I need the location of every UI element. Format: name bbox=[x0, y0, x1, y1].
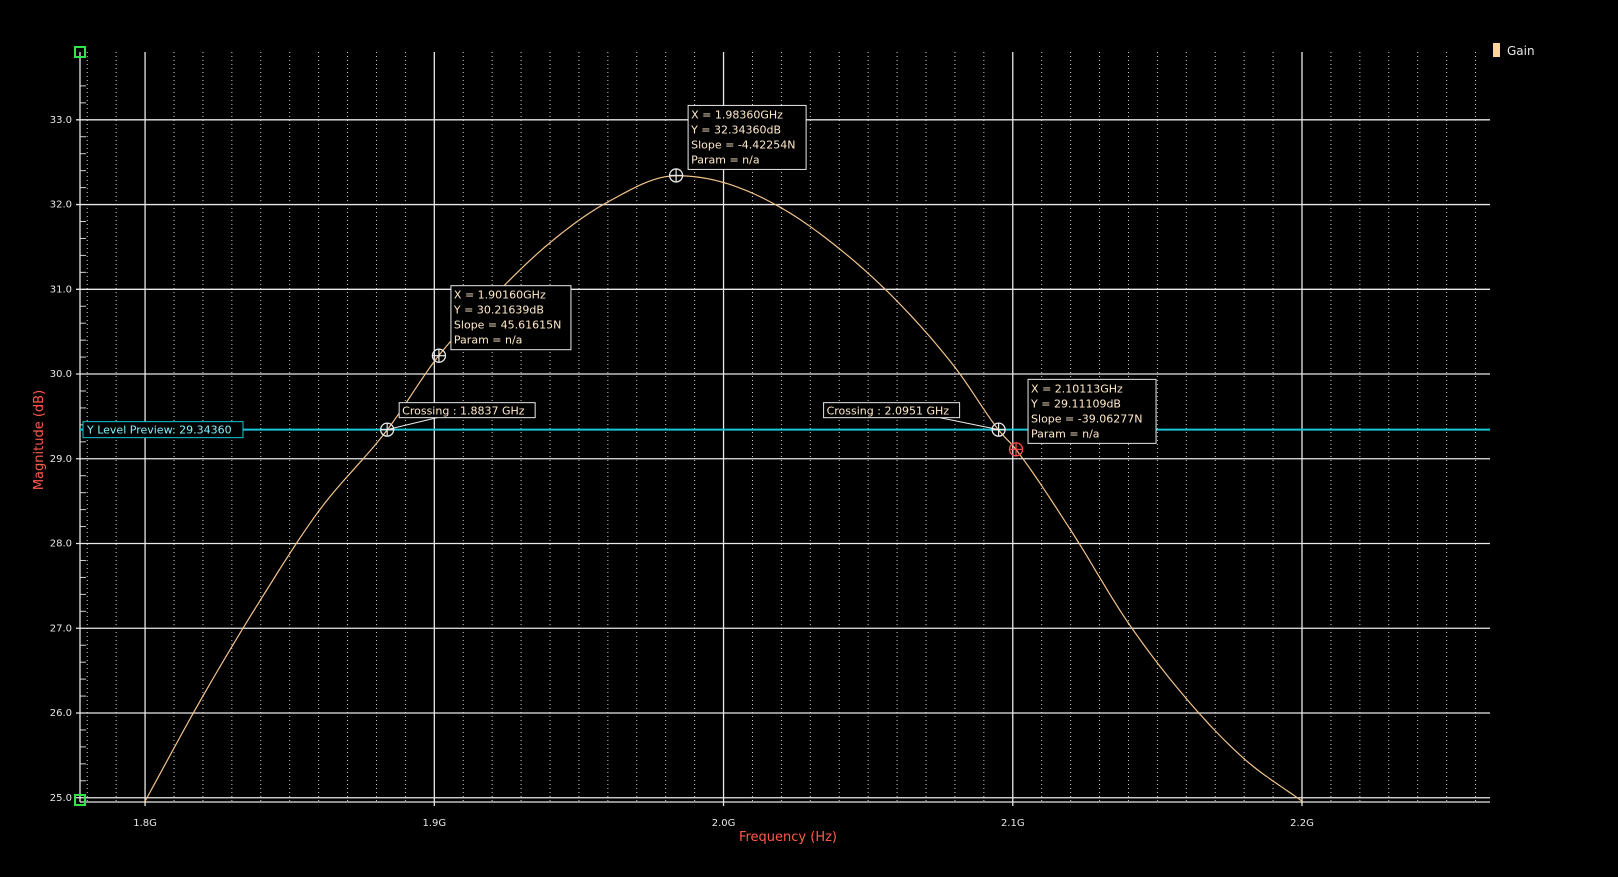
plot-handles[interactable] bbox=[74, 46, 86, 806]
y-tick-label: 31.0 bbox=[50, 284, 72, 295]
crossing-leader bbox=[939, 417, 999, 431]
x-tick-label: 1.9G bbox=[422, 818, 446, 829]
gain-data-point bbox=[607, 201, 609, 203]
gain-data-point bbox=[259, 598, 262, 601]
y-level-group[interactable]: Y Level Preview: 29.34360 bbox=[80, 421, 1490, 439]
y-level-label: Y Level Preview: 29.34360 bbox=[86, 424, 232, 437]
y-tick-label: 33.0 bbox=[50, 115, 72, 126]
y-tick-label: 28.0 bbox=[50, 539, 72, 550]
crossing-label-box bbox=[398, 402, 536, 419]
legend[interactable]: Gain bbox=[1493, 43, 1535, 58]
marker-label-box bbox=[1027, 378, 1157, 444]
marker-label-box bbox=[687, 104, 807, 170]
marker-label-line: Y = 30.21639dB bbox=[453, 304, 544, 317]
marker-label-line: Param = n/a bbox=[1031, 427, 1100, 440]
y-tick-label: 32.0 bbox=[50, 200, 72, 211]
marker-label-line: Y = 29.11109dB bbox=[1030, 397, 1121, 410]
gain-data-point bbox=[1243, 757, 1245, 760]
marker-label-line: X = 1.98360GHz bbox=[691, 108, 783, 121]
crossing-leader bbox=[387, 417, 438, 431]
gain-data-point bbox=[1301, 800, 1303, 802]
gain-data-point bbox=[1069, 529, 1072, 531]
legend-label-gain: Gain bbox=[1507, 44, 1535, 58]
y-tick-label: 25.0 bbox=[50, 793, 72, 804]
gain-data-point bbox=[144, 800, 146, 802]
y-axis-title: Magnitude (dB) bbox=[32, 390, 47, 490]
marker-label-box bbox=[450, 285, 572, 351]
y-axis-top-handle[interactable] bbox=[74, 46, 86, 58]
y-tick-label: 27.0 bbox=[50, 623, 72, 634]
gain-trace-group[interactable] bbox=[144, 174, 1303, 802]
marker-label-line: Slope = -39.06277N bbox=[1031, 412, 1142, 425]
marker-label-line: X = 2.10113GHz bbox=[1031, 382, 1123, 395]
y-tick-label: 30.0 bbox=[50, 369, 72, 380]
gain-data-point bbox=[896, 300, 898, 302]
gain-data-point bbox=[1127, 622, 1130, 624]
gain-data-point bbox=[722, 181, 725, 184]
gain-data-point bbox=[202, 695, 204, 697]
x-tick-label: 2.1G bbox=[1001, 818, 1025, 829]
y-axis-bottom-handle[interactable] bbox=[74, 794, 86, 806]
y-tick-label: 26.0 bbox=[50, 708, 72, 719]
gain-data-point bbox=[317, 510, 320, 513]
gain-data-point bbox=[780, 207, 783, 209]
crossing-label: Crossing : 2.0951 GHz bbox=[827, 405, 950, 418]
y-tick-label: 29.0 bbox=[50, 454, 72, 465]
x-tick-label: 2.0G bbox=[712, 818, 736, 829]
y-level-label-box bbox=[82, 421, 244, 439]
marker-label-line: Param = n/a bbox=[454, 334, 523, 347]
minor-grid bbox=[80, 52, 1477, 802]
gain-data-point bbox=[954, 366, 956, 369]
legend-swatch-gain bbox=[1493, 43, 1500, 57]
marker-label-line: Slope = 45.61615N bbox=[454, 319, 561, 332]
x-tick-label: 1.8G bbox=[133, 818, 157, 829]
gain-data-point bbox=[549, 241, 551, 244]
tick-labels: 1.8G 1.9G 2.0G 2.1G 2.2G 25.0 26.0 27.0 28.0 29.0… bbox=[50, 115, 1314, 829]
gain-data-point bbox=[838, 247, 841, 250]
x-tick-label: 2.2G bbox=[1290, 818, 1314, 829]
marker-label-line: X = 1.90160GHz bbox=[454, 289, 546, 302]
markers-group[interactable]: X = 1.98360GHz Y = 32.34360dB Slope = -4.4… bbox=[380, 104, 1157, 457]
gain-trace[interactable] bbox=[144, 175, 1303, 802]
crossing-label-box bbox=[823, 402, 961, 419]
x-axis-title: Frequency (Hz) bbox=[739, 830, 837, 845]
gain-data-point bbox=[1185, 697, 1188, 700]
marker-label-line: Param = n/a bbox=[691, 153, 760, 166]
crossing-label: Crossing : 1.8837 GHz bbox=[402, 405, 525, 418]
marker-label-line: Slope = -4.42254N bbox=[691, 138, 795, 151]
marker-label-line: Y = 32.34360dB bbox=[690, 123, 781, 136]
